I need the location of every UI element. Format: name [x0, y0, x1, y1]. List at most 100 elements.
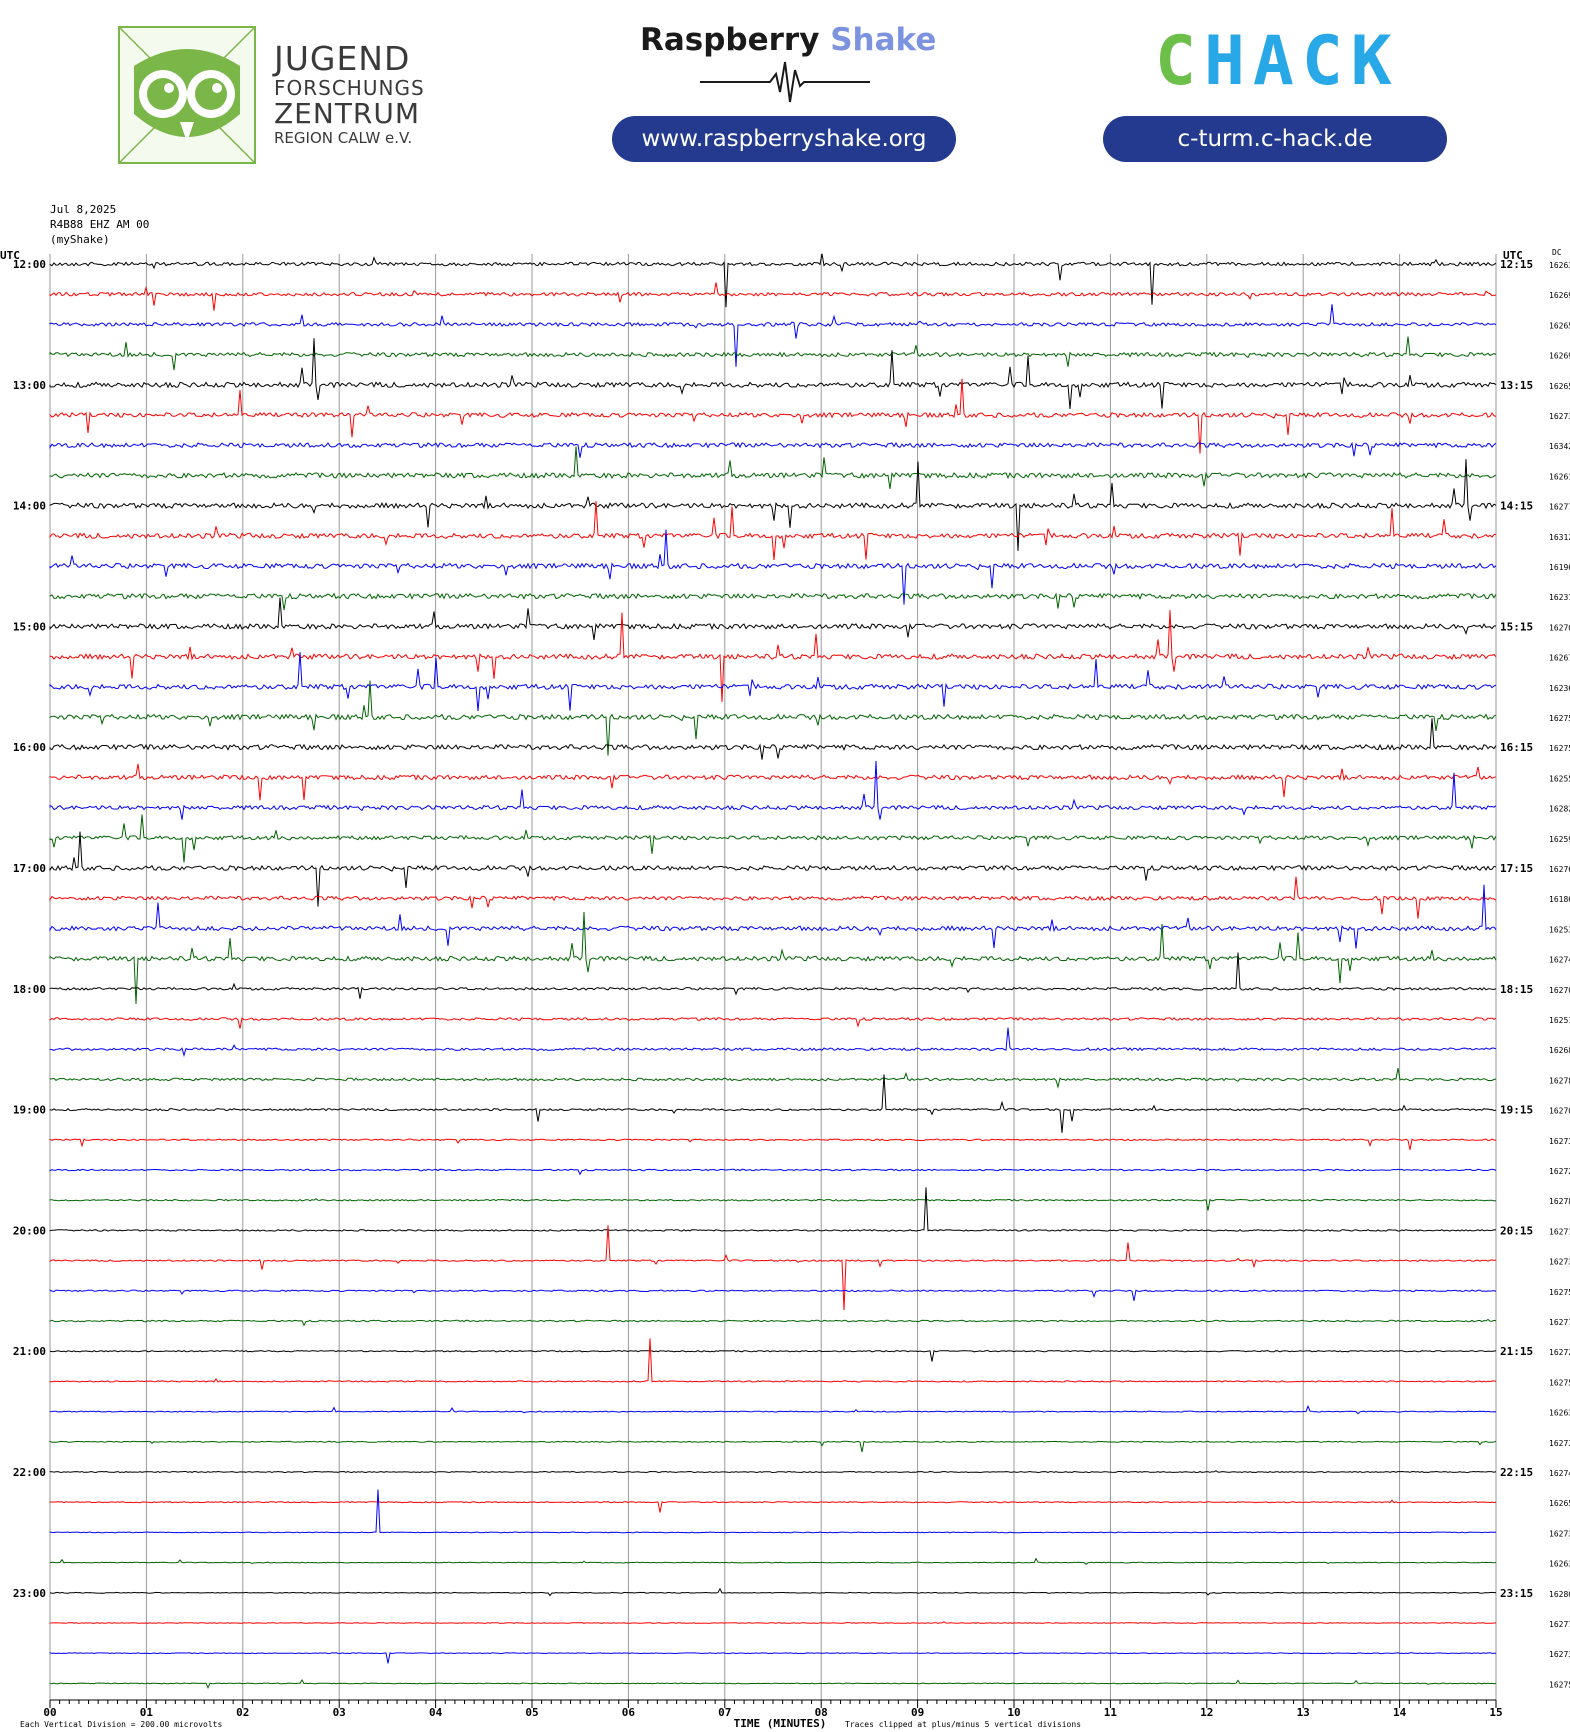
trace-row-32	[49, 1198, 1497, 1211]
row-time-left: 12:00	[13, 258, 46, 271]
row-dc-value: 16273	[1549, 1137, 1570, 1146]
trace-row-23	[49, 884, 1497, 949]
trace-row-48	[49, 1679, 1497, 1689]
row-time-labels: 12:00 12:15 16263 16269 16265 16269 13:00 13:15…	[13, 258, 1570, 1689]
chart-date: Jul 8,2025	[50, 203, 117, 216]
row-time-left: 20:00	[13, 1224, 46, 1237]
seismograph-wave-icon	[700, 61, 870, 103]
row-time-right: 18:15	[1500, 983, 1533, 996]
row-dc-value: 16277	[1549, 1620, 1570, 1629]
row-dc-value: 16274	[1549, 956, 1570, 965]
row-dc-value: 16269	[1549, 291, 1570, 300]
row-dc-value: 16269	[1549, 352, 1570, 361]
row-dc-value: 16280	[1549, 1590, 1570, 1599]
row-dc-value: 16275	[1549, 714, 1570, 723]
x-axis-title: TIME (MINUTES)	[734, 1717, 827, 1730]
trace-row-16	[49, 680, 1497, 756]
row-time-right: 17:15	[1500, 862, 1533, 875]
x-tick-label: 00	[43, 1706, 56, 1719]
seismic-traces	[49, 253, 1497, 1689]
row-time-right: 12:15	[1500, 258, 1533, 271]
row-dc-value: 16273	[1549, 412, 1570, 421]
x-tick-label: 01	[140, 1706, 154, 1719]
row-dc-value: 16312	[1549, 533, 1570, 542]
row-dc-value: 16265	[1549, 1499, 1570, 1508]
x-tick-label: 11	[1104, 1706, 1118, 1719]
trace-row-2	[49, 282, 1497, 311]
trace-row-28	[49, 1068, 1497, 1089]
x-tick-label: 03	[333, 1706, 346, 1719]
network-name: (myShake)	[50, 233, 110, 246]
row-dc-value: 16276	[1549, 865, 1570, 874]
trace-row-26	[49, 1017, 1497, 1029]
trace-row-38	[49, 1338, 1497, 1383]
chack-logo: CHACK	[1155, 28, 1405, 96]
row-dc-value: 16255	[1549, 774, 1570, 783]
trace-row-41	[49, 1470, 1497, 1474]
trace-row-8	[49, 446, 1497, 489]
x-tick-label: 07	[718, 1706, 731, 1719]
row-dc-value: 16273	[1549, 1650, 1570, 1659]
row-time-left: 21:00	[13, 1345, 46, 1358]
row-time-left: 17:00	[13, 862, 46, 875]
x-axis: 00 01 02 03 04 05 06 07 08 09 10 11 12 13 14 15	[43, 1699, 1503, 1719]
trace-row-35	[49, 1289, 1497, 1301]
trace-row-31	[49, 1168, 1497, 1176]
row-time-left: 23:00	[13, 1587, 46, 1600]
x-tick-label: 02	[236, 1706, 249, 1719]
jfz-wordmark: JUGEND FORSCHUNGS ZENTRUM REGION CALW e.…	[274, 42, 425, 146]
row-dc-value: 16273	[1549, 1529, 1570, 1538]
trace-row-47	[49, 1652, 1497, 1664]
trace-row-22	[49, 876, 1497, 919]
x-tick-label: 10	[1007, 1706, 1020, 1719]
row-time-left: 22:00	[13, 1466, 46, 1479]
trace-row-15	[49, 652, 1497, 712]
footer-clip-note: Traces clipped at plus/minus 5 vertical …	[845, 1720, 1081, 1729]
trace-row-25	[49, 952, 1497, 999]
row-time-right: 16:15	[1500, 741, 1533, 754]
row-dc-value: 16259	[1549, 835, 1570, 844]
row-dc-value: 16263	[1549, 1560, 1570, 1569]
trace-row-33	[49, 1187, 1497, 1232]
row-time-right: 13:15	[1500, 379, 1533, 392]
x-tick-label: 15	[1489, 1706, 1502, 1719]
dc-label: DC	[1552, 248, 1562, 257]
x-tick-label: 04	[429, 1706, 443, 1719]
chack-url-link[interactable]: c-turm.c-hack.de	[1103, 116, 1447, 162]
row-time-right: 20:15	[1500, 1224, 1533, 1237]
trace-row-43	[49, 1489, 1497, 1534]
row-time-left: 13:00	[13, 379, 46, 392]
row-dc-value: 16342	[1549, 442, 1570, 451]
row-dc-value: 16263	[1549, 261, 1570, 270]
jfz-line-1: JUGEND	[274, 39, 411, 78]
row-dc-value: 16273	[1549, 1258, 1570, 1267]
trace-row-29	[49, 1074, 1497, 1133]
trace-row-24	[49, 911, 1497, 1005]
trace-row-39	[49, 1404, 1497, 1415]
row-dc-value: 16186	[1549, 895, 1570, 904]
row-dc-value: 16236	[1549, 684, 1570, 693]
row-dc-value: 16275	[1549, 1680, 1570, 1689]
trace-row-36	[49, 1318, 1497, 1327]
x-tick-label: 09	[911, 1706, 924, 1719]
trace-row-10	[49, 501, 1497, 561]
row-time-right: 14:15	[1500, 500, 1533, 513]
trace-row-11	[49, 529, 1497, 605]
x-tick-label: 13	[1297, 1706, 1310, 1719]
trace-row-34	[49, 1225, 1497, 1311]
jfz-line-3: ZENTRUM	[274, 97, 421, 130]
row-time-left: 15:00	[13, 620, 46, 633]
row-time-right: 19:15	[1500, 1104, 1533, 1117]
x-tick-label: 12	[1200, 1706, 1213, 1719]
row-dc-value: 16196	[1549, 563, 1570, 572]
row-dc-value: 16274	[1549, 1469, 1570, 1478]
raspberry-shake-url-link[interactable]: www.raspberryshake.org	[612, 116, 956, 162]
owl-icon	[119, 27, 255, 163]
trace-row-30	[49, 1138, 1497, 1150]
row-dc-value: 16253	[1549, 925, 1570, 934]
